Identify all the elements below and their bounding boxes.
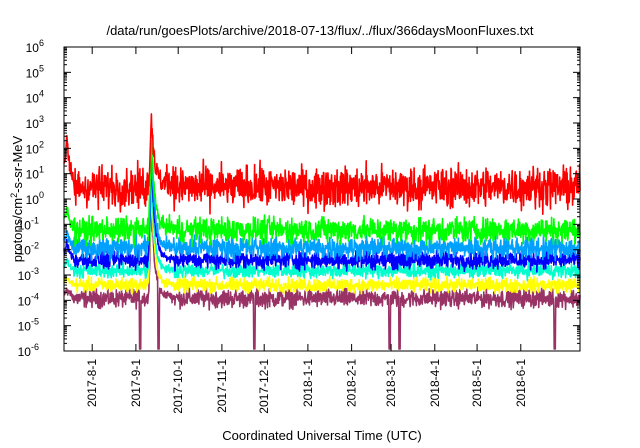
- x-axis-ticks: 2017-8-1 2017-9-1 2017-10-1 2017-11-1 2017-1…: [85, 47, 528, 414]
- x-tick-label: 2017-9-1: [129, 359, 143, 407]
- y-axis-label-base: protons/cm: [10, 198, 25, 262]
- chart-title: /data/run/goesPlots/archive/2018-07-13/f…: [106, 23, 533, 38]
- x-tick-label: 2018-4-1: [428, 359, 442, 407]
- y-tick-label: 106: [26, 38, 44, 55]
- x-tick-label: 2017-10-1: [171, 359, 185, 414]
- x-tick-label: 2017-11-1: [215, 359, 229, 413]
- x-tick-label: 2018-2-1: [345, 359, 359, 407]
- y-tick-label: 10-3: [18, 266, 39, 283]
- y-tick-label: 102: [26, 139, 44, 156]
- series-line-2: [63, 139, 581, 249]
- x-axis-label: Coordinated Universal Time (UTC): [222, 428, 421, 443]
- y-tick-label: 105: [26, 63, 44, 80]
- series-layer: [63, 113, 581, 350]
- y-axis-label-sup: 2: [9, 193, 19, 198]
- y-axis-ticks: 10-6 10-5 10-4 10-3 10-2 10-1 100 101 102 103 104 1…: [18, 38, 580, 359]
- y-axis-label: protons/cm2-s-sr-MeV: [9, 135, 25, 262]
- y-tick-label: 100: [26, 190, 44, 207]
- series-line-3: [63, 154, 581, 263]
- y-tick-label: 10-5: [18, 317, 39, 334]
- y-axis-label-rest: -s-sr-MeV: [10, 135, 25, 192]
- x-tick-label: 2017-12-1: [257, 359, 271, 414]
- x-tick-label: 2018-6-1: [514, 359, 528, 407]
- y-tick-label: 104: [26, 89, 44, 106]
- x-tick-label: 2018-5-1: [470, 359, 484, 407]
- x-tick-label: 2017-8-1: [85, 359, 99, 407]
- y-tick-label: 101: [26, 165, 44, 182]
- series-line-1: [63, 113, 581, 215]
- y-tick-label: 10-1: [18, 215, 39, 232]
- y-tick-label: 10-4: [18, 291, 39, 308]
- y-tick-label: 10-2: [18, 241, 39, 258]
- x-tick-label: 2018-1-1: [301, 359, 315, 407]
- plot-frame: [63, 46, 581, 352]
- y-tick-label: 103: [26, 114, 44, 131]
- x-tick-label: 2018-3-1: [384, 359, 398, 407]
- y-tick-label: 10-6: [18, 342, 39, 359]
